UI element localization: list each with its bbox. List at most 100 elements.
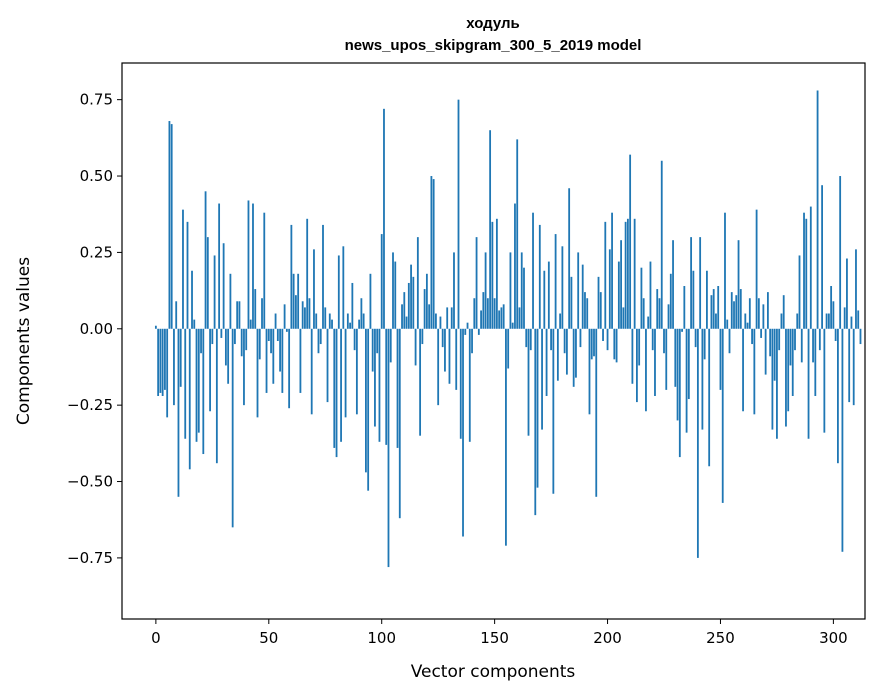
bar-63 bbox=[297, 273, 300, 329]
bar-16 bbox=[191, 270, 193, 329]
bar-235 bbox=[685, 328, 688, 433]
bar-106 bbox=[394, 261, 397, 329]
bar-19 bbox=[197, 328, 200, 433]
bar-173 bbox=[545, 328, 548, 396]
bar-66 bbox=[304, 307, 306, 329]
bar-101 bbox=[383, 108, 385, 329]
bar-237 bbox=[690, 237, 693, 329]
bar-139 bbox=[468, 328, 471, 442]
bar-231 bbox=[676, 328, 679, 421]
bar-196 bbox=[597, 276, 600, 329]
bar-286 bbox=[800, 328, 803, 363]
bar-241 bbox=[699, 237, 702, 329]
bar-86 bbox=[349, 322, 351, 329]
bar-54 bbox=[276, 328, 279, 341]
bar-205 bbox=[617, 261, 620, 329]
bar-56 bbox=[281, 328, 284, 393]
bar-95 bbox=[369, 273, 372, 329]
bar-230 bbox=[674, 328, 677, 387]
bar-141 bbox=[473, 298, 476, 329]
bar-55 bbox=[279, 328, 281, 372]
bar-105 bbox=[392, 252, 394, 329]
bar-52 bbox=[272, 328, 275, 384]
bar-207 bbox=[622, 307, 625, 329]
bar-20 bbox=[200, 328, 202, 354]
bar-223 bbox=[658, 298, 661, 329]
bar-222 bbox=[656, 289, 659, 329]
bar-137 bbox=[464, 328, 467, 335]
bar-65 bbox=[301, 301, 304, 329]
bar-312 bbox=[859, 328, 862, 345]
bar-282 bbox=[791, 328, 794, 396]
bar-102 bbox=[385, 328, 388, 445]
bar-204 bbox=[615, 328, 618, 363]
bar-46 bbox=[258, 328, 261, 360]
bar-261 bbox=[744, 313, 747, 329]
bar-89 bbox=[355, 328, 358, 415]
bar-144 bbox=[480, 310, 482, 329]
bar-51 bbox=[270, 328, 272, 354]
bar-44 bbox=[254, 289, 257, 329]
bar-5 bbox=[166, 328, 169, 418]
bar-109 bbox=[401, 304, 403, 329]
bar-287 bbox=[803, 212, 805, 329]
bar-4 bbox=[164, 328, 166, 390]
bar-305 bbox=[843, 307, 846, 329]
bar-149 bbox=[491, 221, 494, 329]
bar-198 bbox=[602, 328, 604, 341]
bar-203 bbox=[613, 328, 616, 360]
bar-288 bbox=[805, 218, 808, 329]
bar-151 bbox=[495, 218, 498, 329]
bar-171 bbox=[541, 328, 543, 430]
bar-27 bbox=[215, 328, 218, 464]
bar-182 bbox=[565, 328, 568, 375]
bar-24 bbox=[209, 328, 211, 412]
bar-176 bbox=[552, 328, 555, 494]
bar-166 bbox=[529, 328, 532, 351]
bar-292 bbox=[814, 328, 817, 396]
bar-140 bbox=[471, 328, 473, 354]
bar-53 bbox=[274, 313, 277, 329]
bar-243 bbox=[703, 328, 706, 360]
bar-246 bbox=[710, 295, 713, 329]
x-tick-label: 0 bbox=[151, 629, 161, 647]
bar-227 bbox=[667, 304, 670, 329]
bar-236 bbox=[687, 328, 690, 400]
bar-79 bbox=[333, 328, 336, 448]
bar-239 bbox=[694, 328, 697, 348]
y-tick-label: 0.50 bbox=[80, 167, 113, 185]
bar-25 bbox=[211, 328, 214, 345]
bar-269 bbox=[762, 304, 765, 329]
bar-258 bbox=[737, 240, 740, 329]
bar-3 bbox=[161, 328, 164, 396]
bar-170 bbox=[538, 224, 541, 329]
bar-98 bbox=[376, 328, 379, 354]
bar-43 bbox=[252, 203, 254, 329]
bar-130 bbox=[448, 328, 451, 384]
bar-275 bbox=[776, 328, 778, 439]
bar-114 bbox=[412, 276, 415, 329]
bar-253 bbox=[726, 319, 729, 329]
bar-307 bbox=[848, 328, 851, 403]
bar-284 bbox=[796, 313, 799, 329]
bar-264 bbox=[751, 328, 753, 345]
bar-213 bbox=[636, 328, 638, 403]
bar-62 bbox=[294, 295, 297, 329]
bar-262 bbox=[746, 322, 749, 329]
bar-248 bbox=[715, 313, 717, 329]
bar-28 bbox=[218, 203, 221, 329]
bar-31 bbox=[224, 328, 227, 366]
bar-1 bbox=[157, 328, 160, 396]
bar-233 bbox=[681, 328, 683, 332]
y-tick-label: 0.75 bbox=[80, 91, 113, 109]
bar-73 bbox=[319, 328, 322, 345]
bar-200 bbox=[606, 328, 609, 351]
bar-138 bbox=[466, 322, 469, 329]
bar-67 bbox=[306, 218, 309, 329]
bar-242 bbox=[701, 328, 704, 430]
bar-184 bbox=[570, 276, 573, 329]
bar-260 bbox=[742, 328, 744, 412]
bar-99 bbox=[378, 328, 381, 442]
bar-115 bbox=[414, 328, 417, 366]
bar-220 bbox=[651, 328, 654, 351]
